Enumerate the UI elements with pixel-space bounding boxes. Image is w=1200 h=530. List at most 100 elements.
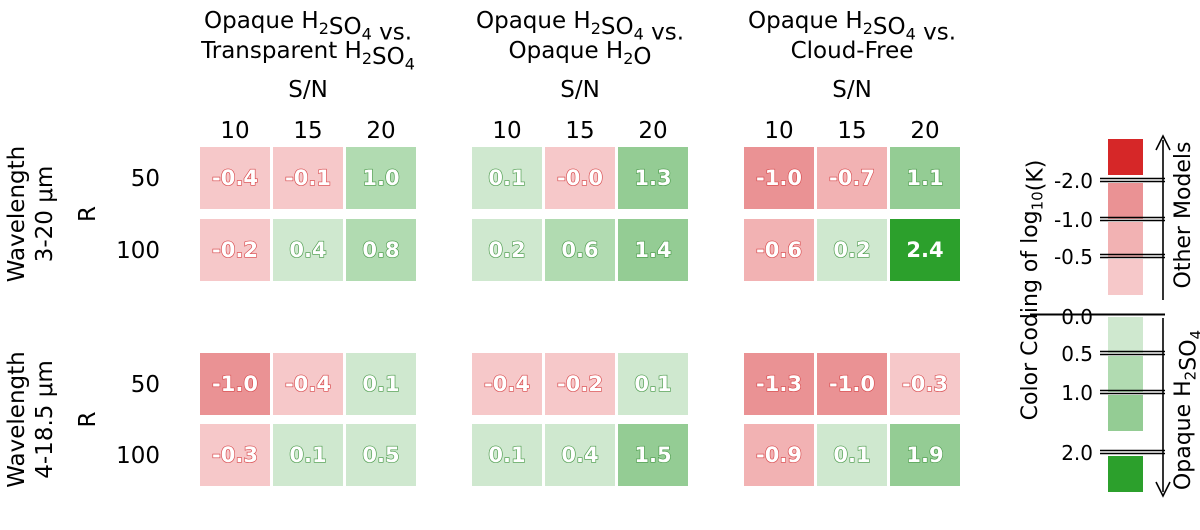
- x-tick-label: 15: [837, 118, 866, 144]
- colorbar-tick-label: -0.5: [1054, 245, 1093, 269]
- cell-value-label: 1.0: [362, 166, 399, 190]
- x-axis-label: S/N: [832, 77, 872, 103]
- heatmap-cell: [744, 147, 814, 209]
- opaque-h2so4-label: Opaque H2SO4: [1171, 330, 1200, 490]
- colorbar-tick-label: 1.0: [1061, 381, 1093, 405]
- cell-value-label: 0.2: [833, 238, 870, 262]
- cell-value-label: -1.3: [756, 372, 802, 396]
- heatmap-cell: [472, 353, 542, 415]
- heatmap-cell: [744, 424, 814, 486]
- cell-value-label: 1.3: [634, 166, 671, 190]
- heatmap-cell: [817, 147, 887, 209]
- heatmap-cell: [200, 424, 270, 486]
- cell-value-label: 0.2: [488, 238, 525, 262]
- heatmap-cell: [200, 147, 270, 209]
- heatmap-cell: [618, 353, 688, 415]
- heatmap-cell: [545, 353, 615, 415]
- wavelength-range-label: 3-20 μm: [32, 166, 58, 263]
- panel-title-line2: Cloud-Free: [791, 38, 914, 64]
- heatmap-cell: [817, 219, 887, 281]
- heatmap-cell: [618, 424, 688, 486]
- colorbar-bin: [1108, 317, 1143, 353]
- heatmap-cell: [472, 147, 542, 209]
- panel-title-line2: Transparent H2SO4: [200, 38, 415, 74]
- cell-value-label: -0.9: [756, 443, 802, 467]
- heatmap-cell: [890, 424, 960, 486]
- y-tick-label: 50: [131, 372, 160, 398]
- heatmap-cell: [273, 353, 343, 415]
- colorbar-bin: [1108, 395, 1143, 431]
- heatmap-cell: [346, 424, 416, 486]
- colorbar-bin: [1108, 456, 1143, 492]
- colorbar-tick-label: -1.0: [1054, 208, 1093, 232]
- heatmap-cell: [744, 219, 814, 281]
- wavelength-range-label: 4-18.5 μm: [32, 360, 58, 479]
- wavelength-label: Wavelength: [4, 146, 30, 282]
- cell-value-label: 0.1: [488, 443, 525, 467]
- colorbar-title: Color Coding of log10(K): [1018, 160, 1049, 421]
- colorbar-bin: [1108, 259, 1143, 295]
- row-group-labels: Wavelength 4-18.5 μm R 50 100: [4, 351, 160, 487]
- heatmap-cell: [346, 353, 416, 415]
- cell-value-label: -0.6: [756, 238, 802, 262]
- cell-value-label: 1.4: [634, 238, 671, 262]
- arrow-down-head: [1155, 481, 1171, 498]
- heatmap-cell: [744, 353, 814, 415]
- x-tick-label: 15: [565, 118, 594, 144]
- panel-title-line1: Opaque H2SO4 vs.: [748, 8, 956, 46]
- heatmap-cell: [545, 424, 615, 486]
- x-tick-label: 10: [220, 118, 249, 144]
- x-axis-label: S/N: [288, 77, 328, 103]
- wavelength-label: Wavelength: [4, 351, 30, 487]
- panel-title-line2: Opaque H2O: [508, 38, 651, 70]
- heatmap-cell: [273, 424, 343, 486]
- cell-value-label: -0.3: [212, 443, 258, 467]
- cell-value-label: -1.0: [829, 372, 875, 396]
- heatmap-cell: [890, 353, 960, 415]
- panel-title-line1: Opaque H2SO4 vs.: [204, 8, 412, 46]
- other-models-label: Other Models: [1171, 142, 1196, 289]
- heatmap-cell: [817, 424, 887, 486]
- cell-value-label: 0.1: [362, 372, 399, 396]
- arrow-up-head: [1155, 134, 1171, 151]
- cell-value-label: -0.0: [557, 166, 603, 190]
- row-group-labels: Wavelength 3-20 μm R 50 100: [4, 146, 160, 282]
- y-axis-label: R: [75, 411, 101, 427]
- cell-value-label: -0.2: [212, 238, 258, 262]
- cell-value-label: -1.0: [756, 166, 802, 190]
- heatmap-cell: [200, 353, 270, 415]
- x-tick-label: 20: [638, 118, 667, 144]
- panel-header: Opaque H2SO4 vs.Transparent H2SO4 S/N 10 15…: [200, 8, 415, 144]
- cell-value-label: -0.1: [285, 166, 331, 190]
- heatmap-cell: [472, 219, 542, 281]
- cell-value-label: -0.4: [212, 166, 258, 190]
- cell-value-label: 0.4: [289, 238, 326, 262]
- cell-value-label: 1.1: [906, 166, 943, 190]
- x-tick-label: 10: [492, 118, 521, 144]
- colorbar: -2.0 -1.0 -0.5 0.0 0.5 1.0 2.0 Color Coding of …: [1018, 134, 1200, 498]
- cell-value-label: 0.1: [488, 166, 525, 190]
- y-tick-label: 100: [116, 238, 160, 264]
- cell-value-label: 0.1: [833, 443, 870, 467]
- colorbar-bin: [1108, 139, 1143, 175]
- x-tick-label: 20: [366, 118, 395, 144]
- heatmap-cell: [545, 147, 615, 209]
- colorbar-bin: [1108, 356, 1143, 392]
- cell-value-label: -0.3: [902, 372, 948, 396]
- panel-header: Opaque H2SO4 vs.Opaque H2O S/N 10 15 20: [476, 8, 684, 144]
- cell-value-label: 0.5: [362, 443, 399, 467]
- heatmap-cell: [472, 424, 542, 486]
- cell-value-label: 1.9: [906, 443, 943, 467]
- y-tick-label: 100: [116, 443, 160, 469]
- colorbar-tick-label: 2.0: [1061, 441, 1093, 465]
- cell-value-label: -0.4: [285, 372, 331, 396]
- y-axis-label: R: [75, 206, 101, 222]
- heatmap-cell: [346, 219, 416, 281]
- heatmap-cell: [273, 147, 343, 209]
- panel-header: Opaque H2SO4 vs.Cloud-Free S/N 10 15 20: [748, 8, 956, 144]
- cell-value-label: -0.4: [484, 372, 530, 396]
- x-tick-label: 10: [764, 118, 793, 144]
- x-tick-label: 20: [910, 118, 939, 144]
